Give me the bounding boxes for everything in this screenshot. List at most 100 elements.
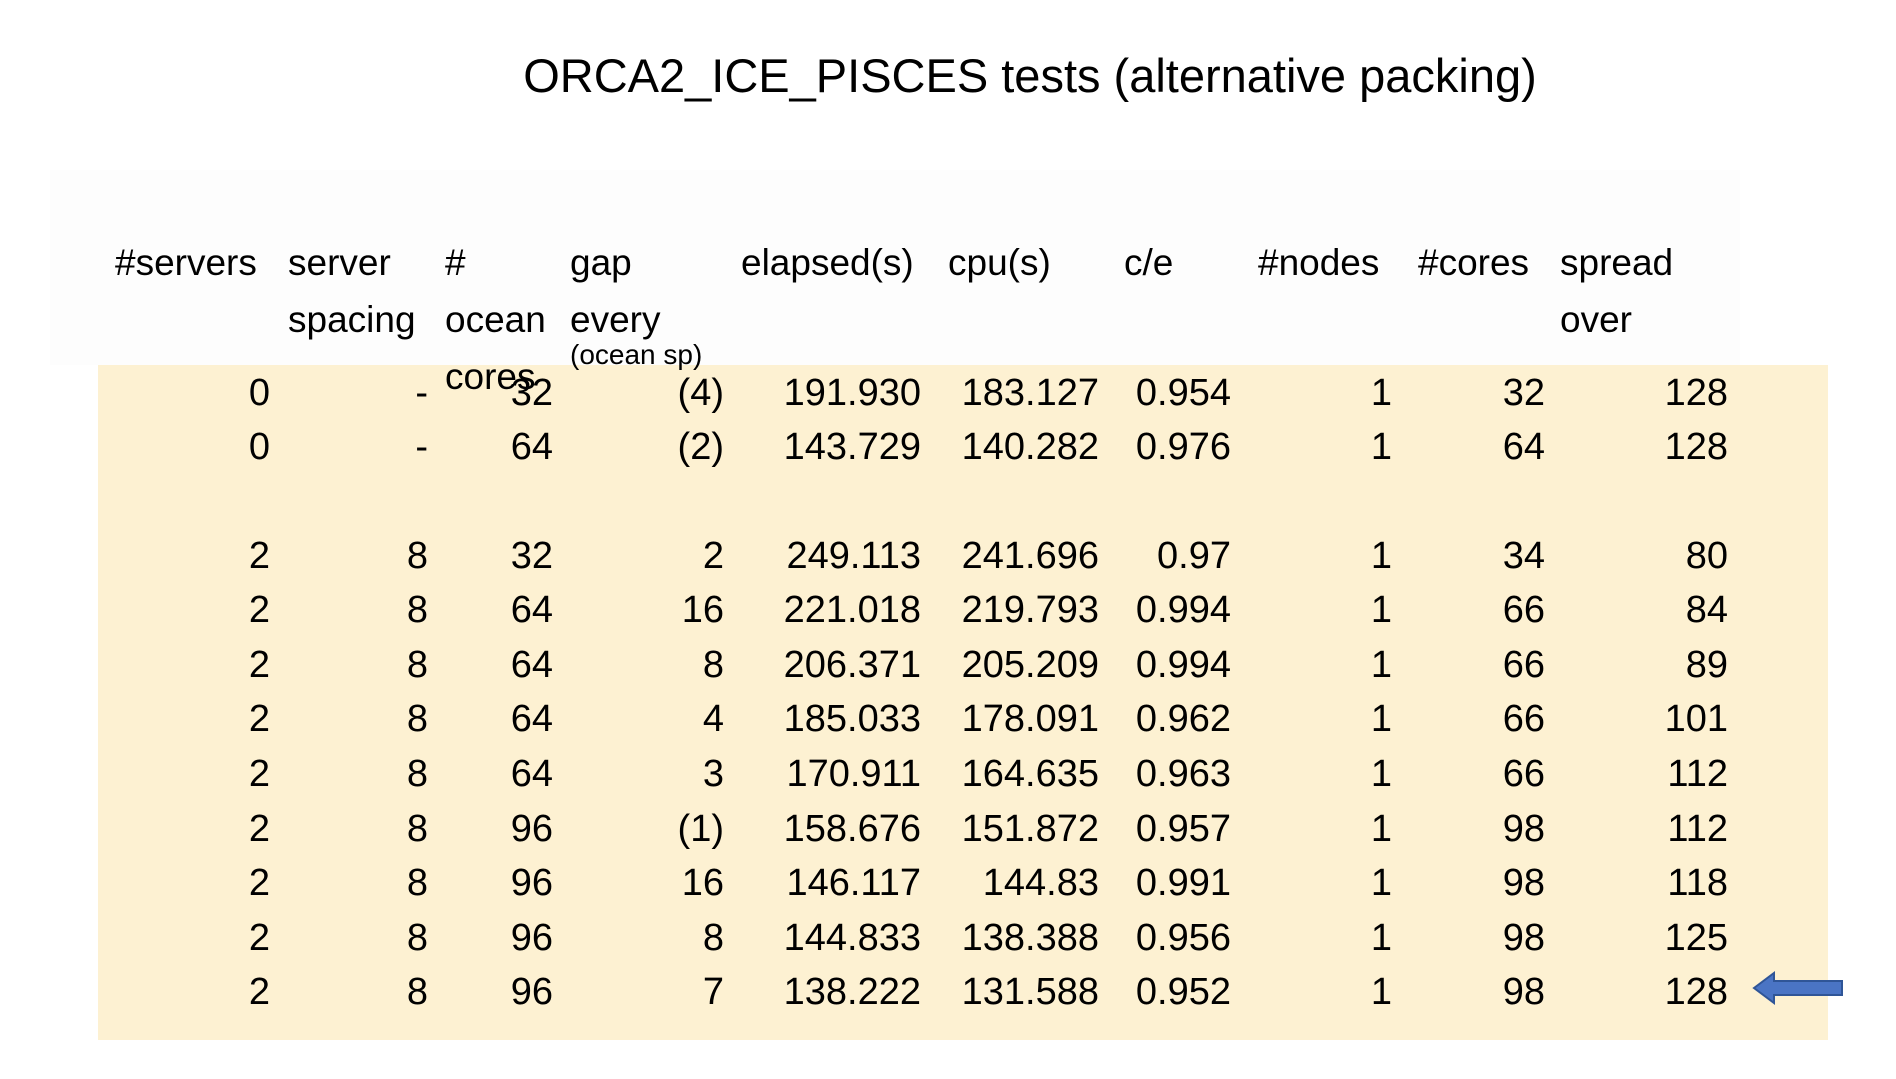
cell-c-over-e: 0.956 [1135,917,1231,959]
cell-elapsed: 191.930 [783,372,921,414]
cell-ocean-cores: 96 [510,971,553,1013]
cell-gap-every: 7 [702,971,724,1013]
cell-cpu: 205.209 [961,644,1099,686]
cell-servers: 2 [248,808,270,850]
cell-c-over-e: 0.97 [1157,535,1231,577]
header-label: elapsed(s) [741,242,914,283]
cell-server-spacing: - [415,372,428,414]
cell-cpu: 131.588 [961,971,1099,1013]
cell-cpu: 140.282 [961,426,1099,468]
cell-elapsed: 249.113 [786,535,921,577]
cell-servers: 2 [248,917,270,959]
cell-nodes: 1 [1370,589,1392,631]
cell-ocean-cores: 64 [510,753,553,795]
cell-c-over-e: 0.954 [1135,372,1231,414]
header-label: cpu(s) [948,242,1051,283]
cell-ocean-cores: 64 [510,644,553,686]
cell-gap-every: 4 [702,698,724,740]
cell-elapsed: 146.117 [786,862,921,904]
cell-ocean-cores: 32 [510,535,553,577]
cell-cores: 98 [1502,808,1545,850]
cell-server-spacing: 8 [406,971,428,1013]
header-label: #servers [115,242,257,283]
cell-gap-every: 8 [702,644,724,686]
cell-cpu: 183.127 [961,372,1099,414]
header-cores: #cores [1418,177,1529,291]
cell-servers: 2 [248,589,270,631]
cell-server-spacing: 8 [406,698,428,740]
header-gap-every: gap every (ocean sp) [570,177,702,427]
cell-nodes: 1 [1370,426,1392,468]
cell-c-over-e: 0.994 [1135,589,1231,631]
cell-server-spacing: 8 [406,808,428,850]
cell-server-spacing: 8 [406,917,428,959]
header-label: spread over [1560,242,1674,340]
header-nodes: #nodes [1258,177,1379,291]
cell-servers: 2 [248,698,270,740]
cell-ocean-cores: 64 [510,589,553,631]
table-data-panel [98,365,1828,1040]
cell-spread-over: 128 [1664,971,1728,1013]
cell-elapsed: 144.833 [783,917,921,959]
table-header-panel [50,170,1740,365]
cell-servers: 2 [248,753,270,795]
cell-gap-every: 3 [702,753,724,795]
cell-cpu: 178.091 [961,698,1099,740]
header-server-spacing: server spacing [288,177,416,348]
header-label: #nodes [1258,242,1380,283]
cell-elapsed: 143.729 [783,426,921,468]
cell-spread-over: 128 [1664,372,1728,414]
header-label: c/e [1124,242,1174,283]
cell-nodes: 1 [1370,808,1392,850]
cell-gap-every: (2) [677,426,724,468]
cell-cpu: 164.635 [961,753,1099,795]
cell-cores: 66 [1502,698,1545,740]
header-label: # ocean cores [445,242,546,397]
header-elapsed: elapsed(s) [741,177,914,291]
cell-nodes: 1 [1370,535,1392,577]
header-c-over-e: c/e [1124,177,1173,291]
cell-spread-over: 118 [1667,862,1728,904]
cell-servers: 0 [248,426,270,468]
cell-c-over-e: 0.957 [1135,808,1231,850]
cell-cores: 66 [1502,589,1545,631]
cell-ocean-cores: 32 [510,372,553,414]
cell-server-spacing: - [415,426,428,468]
cell-nodes: 1 [1370,372,1392,414]
cell-spread-over: 112 [1667,808,1728,850]
cell-cpu: 151.872 [961,808,1099,850]
cell-elapsed: 138.222 [783,971,921,1013]
cell-gap-every: 8 [702,917,724,959]
cell-spread-over: 128 [1664,426,1728,468]
cell-nodes: 1 [1370,753,1392,795]
header-label: #cores [1418,242,1530,283]
cell-servers: 2 [248,862,270,904]
cell-gap-every: 16 [681,862,724,904]
cell-cores: 64 [1502,426,1545,468]
cell-ocean-cores: 96 [510,917,553,959]
cell-c-over-e: 0.963 [1135,753,1231,795]
cell-gap-every: 2 [702,535,724,577]
cell-servers: 2 [248,971,270,1013]
cell-cores: 66 [1502,753,1545,795]
cell-spread-over: 84 [1685,589,1728,631]
header-sublabel: (ocean sp) [570,339,703,370]
cell-elapsed: 185.033 [783,698,921,740]
header-label: server spacing [288,242,416,340]
cell-c-over-e: 0.976 [1135,426,1231,468]
cell-gap-every: 16 [681,589,724,631]
cell-spread-over: 101 [1664,698,1728,740]
cell-server-spacing: 8 [406,589,428,631]
header-cpu: cpu(s) [948,177,1051,291]
cell-nodes: 1 [1370,698,1392,740]
cell-cores: 98 [1502,862,1545,904]
header-ocean-cores: # ocean cores [445,177,546,405]
cell-cores: 98 [1502,971,1545,1013]
cell-nodes: 1 [1370,862,1392,904]
cell-nodes: 1 [1370,644,1392,686]
cell-spread-over: 80 [1685,535,1728,577]
cell-server-spacing: 8 [406,862,428,904]
cell-servers: 0 [248,372,270,414]
cell-ocean-cores: 96 [510,862,553,904]
cell-cpu: 241.696 [961,535,1099,577]
